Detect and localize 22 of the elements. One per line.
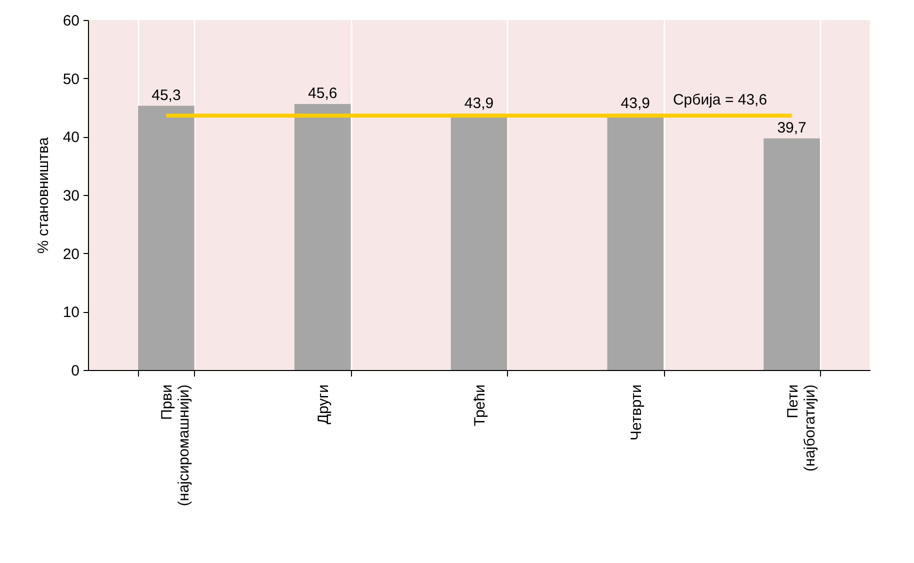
data-label: 45,3 <box>152 86 181 104</box>
bar <box>138 106 194 370</box>
x-tick-label: Четврти <box>628 384 645 440</box>
y-tick-label: 10 <box>62 304 80 322</box>
y-tick-label: 60 <box>62 12 80 30</box>
data-label: 45,6 <box>308 85 338 102</box>
data-label: 43,9 <box>464 94 494 112</box>
x-tick-label: Други <box>315 384 332 424</box>
y-tick-label: 40 <box>62 129 80 146</box>
ref-line-label: Србија = 43,6 <box>672 92 768 109</box>
y-tick-label: 0 <box>71 362 80 380</box>
y-tick-label: 50 <box>62 70 80 88</box>
x-tick-label: Пети (најбогатији) <box>784 384 818 472</box>
y-axis-title: % становништва <box>34 136 52 254</box>
x-tick-label: Први (најсиромашнији) <box>158 384 193 506</box>
x-tick-label: Трећи <box>472 384 488 426</box>
bar <box>764 138 820 370</box>
bar <box>294 104 351 370</box>
y-tick-label: 30 <box>62 188 80 204</box>
y-tick-label: 20 <box>62 246 80 263</box>
data-label: 39,7 <box>777 119 806 136</box>
data-label: 43,9 <box>620 94 650 112</box>
